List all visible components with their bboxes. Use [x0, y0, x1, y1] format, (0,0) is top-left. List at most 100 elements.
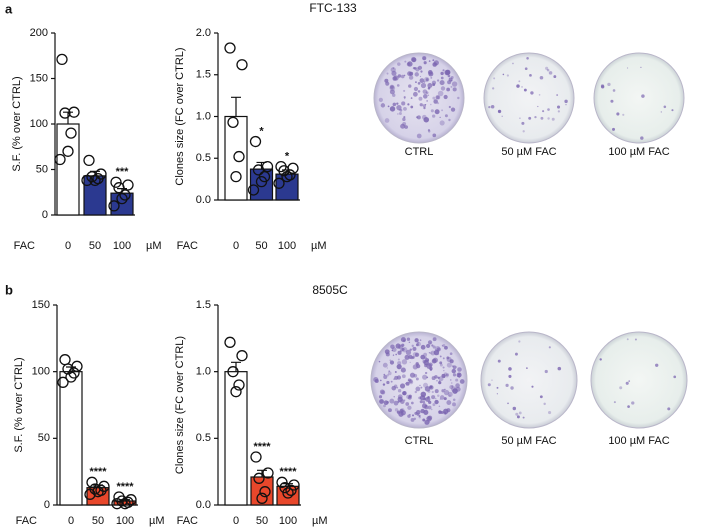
colony — [537, 105, 539, 108]
colony — [557, 366, 562, 371]
colony — [457, 375, 460, 378]
colony — [443, 94, 448, 100]
colony — [512, 62, 514, 65]
y-tick-label: 0.5 — [196, 432, 211, 444]
colony — [423, 382, 429, 388]
data-point — [227, 366, 239, 378]
colony — [397, 358, 400, 361]
colony — [401, 374, 406, 379]
colony — [437, 394, 440, 397]
colony — [403, 339, 406, 343]
colony — [432, 114, 436, 118]
colony — [548, 410, 552, 415]
error-bar — [63, 111, 73, 124]
colony — [389, 398, 395, 404]
colony — [548, 346, 551, 349]
colony — [396, 364, 402, 370]
colony — [446, 373, 449, 377]
colony — [414, 338, 419, 343]
x-axis-label: FAC — [177, 240, 198, 252]
colony — [405, 402, 410, 406]
y-tick-label: 0 — [44, 499, 50, 511]
colony — [446, 400, 452, 405]
colony — [444, 345, 448, 350]
data-point — [113, 182, 125, 194]
colony — [403, 96, 406, 99]
colony — [397, 396, 403, 402]
colony — [556, 105, 561, 109]
colony — [459, 379, 465, 384]
colony — [496, 386, 499, 389]
colony — [442, 69, 445, 72]
colony — [432, 345, 436, 349]
colony — [545, 66, 549, 70]
colony — [401, 343, 405, 347]
colony — [444, 69, 451, 76]
colony — [382, 362, 388, 368]
colony — [441, 389, 445, 393]
colony — [445, 374, 449, 378]
colony — [557, 110, 560, 113]
data-point — [110, 176, 122, 188]
colony — [673, 375, 677, 379]
colony — [386, 380, 390, 385]
colony — [497, 109, 502, 114]
colony — [403, 89, 406, 92]
plate-label: 50 µM FAC — [501, 435, 556, 447]
y-axis-label: S.F. (% over CTRL) — [13, 357, 25, 452]
colony — [407, 61, 413, 67]
colony — [607, 82, 611, 87]
plate-label: 50 µM FAC — [501, 146, 556, 158]
colony — [408, 84, 412, 88]
colony — [432, 403, 436, 407]
colony — [434, 109, 440, 115]
colony — [663, 105, 667, 109]
colony — [439, 116, 441, 119]
colony — [403, 106, 407, 111]
colony — [448, 118, 451, 122]
colony — [378, 395, 383, 399]
colony — [387, 105, 390, 108]
y-tick-label: 0.5 — [196, 152, 211, 164]
colony — [529, 73, 532, 77]
colony — [437, 376, 440, 379]
colony — [458, 373, 461, 376]
colony — [530, 91, 534, 95]
colony — [408, 379, 413, 384]
error-bar — [231, 96, 241, 117]
colony — [386, 72, 389, 75]
data-point — [84, 488, 96, 500]
colony — [455, 383, 460, 388]
colony — [410, 418, 415, 422]
colony — [408, 354, 413, 360]
colony — [422, 104, 426, 108]
colony — [450, 107, 456, 112]
colony — [556, 94, 559, 96]
data-point — [54, 153, 66, 166]
panel-label: b — [5, 282, 13, 297]
colony — [441, 373, 446, 378]
colony — [505, 383, 509, 388]
colony — [400, 123, 406, 129]
colony — [440, 86, 446, 91]
colony — [437, 90, 444, 97]
colony — [424, 76, 430, 83]
colony — [612, 127, 616, 131]
colony — [435, 95, 440, 100]
colony — [422, 418, 426, 422]
colony — [539, 395, 543, 399]
colony — [407, 414, 411, 418]
colony — [522, 130, 525, 133]
x-tick-label: 50 — [256, 515, 268, 527]
x-unit: µM — [312, 515, 328, 527]
colony — [523, 88, 527, 92]
colony — [412, 346, 417, 351]
colony — [447, 74, 451, 78]
colony — [452, 365, 457, 370]
colony — [451, 385, 454, 388]
colony — [452, 388, 458, 394]
colony — [404, 125, 409, 129]
colony — [526, 57, 529, 60]
colony — [402, 391, 407, 396]
colony — [497, 359, 501, 363]
